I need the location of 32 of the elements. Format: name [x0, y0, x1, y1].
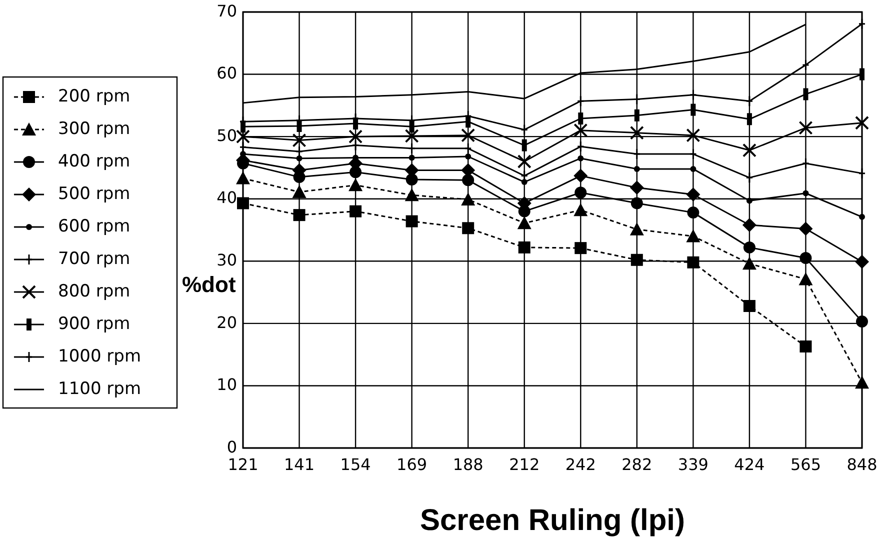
- legend-label: 500 rpm: [58, 184, 130, 204]
- legend-label: 300 rpm: [58, 119, 130, 140]
- y-tick-label: 40: [216, 188, 237, 208]
- y-axis-title: %dot: [182, 272, 236, 297]
- legend-label: 1000 rpm: [58, 346, 142, 367]
- x-tick-label: 212: [509, 455, 540, 474]
- legend-label: 400 rpm: [58, 152, 130, 172]
- y-tick-label: 0: [226, 437, 237, 456]
- y-tick-label: 60: [216, 64, 237, 83]
- x-tick-label: 188: [452, 455, 484, 474]
- legend-label: 800 rpm: [58, 282, 130, 302]
- x-tick-label: 565: [790, 455, 821, 474]
- x-tick-label: 424: [734, 455, 765, 474]
- x-tick-label: 282: [622, 455, 652, 474]
- x-tick-label: 339: [678, 455, 708, 474]
- y-tick-label: 50: [216, 126, 237, 145]
- y-tick-label: 20: [216, 312, 237, 332]
- x-tick-label: 169: [396, 455, 428, 474]
- x-tick-label: 242: [565, 455, 596, 474]
- legend-label: 700 rpm: [58, 249, 130, 270]
- x-tick-label: 141: [284, 455, 315, 474]
- y-tick-label: 30: [216, 250, 237, 270]
- y-tick-label: 10: [216, 375, 237, 394]
- x-tick-label: 848: [846, 455, 878, 474]
- x-axis-title: Screen Ruling (lpi): [420, 504, 686, 537]
- legend-label: 200 rpm: [58, 86, 130, 107]
- y-tick-label: 70: [216, 1, 237, 20]
- x-tick-label: 121: [228, 455, 258, 474]
- legend-label: 900 rpm: [58, 314, 130, 334]
- x-tick-label: 154: [340, 455, 371, 474]
- legend-label: 1100 rpm: [58, 379, 142, 400]
- legend-label: 600 rpm: [58, 216, 130, 237]
